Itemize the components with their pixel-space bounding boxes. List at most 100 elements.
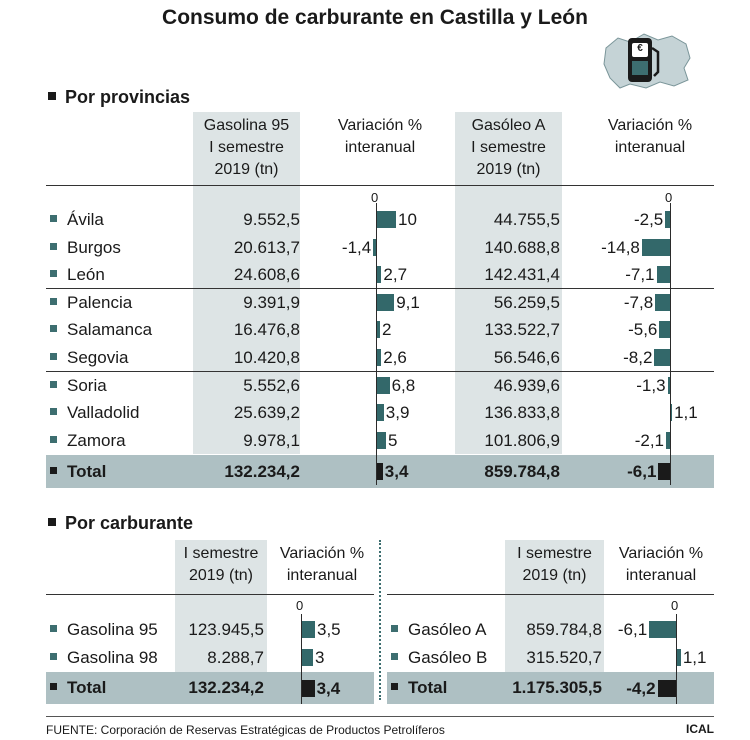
gasolina-total-label: 3,4 (384, 462, 409, 482)
gasoleo-total-bar (658, 463, 670, 481)
province-label: Palencia (50, 289, 132, 316)
gasoleo-variation-label: 1,1 (674, 403, 698, 423)
zero-label-gasoleo-2: 0 (671, 598, 679, 613)
bullet-icon (50, 625, 57, 632)
total-row: Total 132.234,2 859.784,8 3,4 -6,1 (46, 455, 714, 489)
zero-label-gasoleo: 0 (665, 190, 673, 205)
header-variacion-gasoleo-2: Variación % interanual (618, 545, 704, 584)
gasolina-variation-bar (376, 349, 382, 366)
gasoleo-row: Gasóleo A 859.784,8 -6,1 (387, 616, 714, 643)
total-text: Total (67, 462, 107, 482)
gasoleo-value: 315.520,7 (526, 648, 602, 667)
province-name: Ávila (67, 210, 104, 229)
gasolina-value: 8.288,7 (207, 648, 264, 667)
bullet-icon (50, 215, 57, 222)
gasolina-total: 132.234,2 (224, 462, 300, 482)
gasoleo-value: 136.833,8 (484, 403, 560, 423)
gasolina-variation-label: 6,8 (391, 375, 416, 395)
bullet-icon (50, 353, 57, 360)
gasoleo-variation-label: -5,6 (628, 320, 658, 340)
province-label: Valladolid (50, 399, 139, 426)
province-label: Zamora (50, 427, 126, 454)
gasoleo-value: 56.546,6 (493, 348, 560, 367)
gasoleo-total-label: -6,1 (627, 462, 657, 482)
province-name: Zamora (67, 430, 126, 450)
gasolina-value: 9.978,1 (243, 430, 300, 450)
gasoleo-variation-bar (654, 349, 670, 366)
gasoleo-variation-label: -8,2 (623, 348, 653, 367)
province-label: Segovia (50, 344, 128, 371)
gasoleo-variation-bar (676, 649, 681, 666)
gasolina-total-bars: 3,4 (46, 675, 374, 702)
table-row: Segovia 10.420,8 2,6 56.546,6 -8,2 (46, 344, 714, 371)
zero-label-gasolina: 0 (371, 190, 379, 205)
bullet-icon (50, 325, 57, 333)
section-provincias-label: Por provincias (48, 87, 190, 108)
gasoleo-axis (676, 614, 677, 704)
gasolina-value: 5.552,6 (243, 375, 300, 395)
gasoleo-total-bar-label: -4,2 (626, 679, 656, 698)
gasoleo-total-label: Total (391, 672, 447, 704)
gasoleo-variation-label: -6,1 (617, 620, 648, 639)
gasoleo-total-text: Total (408, 678, 448, 697)
bullet-icon (50, 467, 57, 475)
gasoleo-value: 101.806,9 (484, 430, 560, 450)
gasoleo-variation-label: -7,1 (625, 265, 655, 285)
gasolina-name: Gasolina 98 (67, 648, 158, 667)
gasoleo-total-row: Total 1.175.305,5 -4,2 (387, 672, 714, 704)
table-row: Salamanca 16.476,8 2 133.522,7 -5,6 (46, 316, 714, 343)
gasoleo-total: 859.784,8 (484, 462, 560, 482)
gasolina-variation-label: 2,6 (383, 348, 407, 367)
gasoleo-variation-label: -7,8 (623, 292, 654, 312)
gasolina-variation-bar (301, 621, 315, 638)
gasoleo-variation-label: -14,8 (601, 237, 640, 257)
gasolina-axis (301, 614, 302, 704)
gasolina-variation-bar (376, 404, 384, 422)
gasolina-total-bar (376, 463, 383, 481)
gasolina-column-shade (193, 112, 300, 454)
gasoleo-variation-bar (656, 266, 670, 284)
gasoleo-variation-bar (667, 376, 670, 394)
gasoleo-name: Gasóleo B (408, 648, 488, 667)
gasoleo-value: 142.431,4 (484, 265, 560, 285)
gasolina-value: 123.945,5 (188, 620, 264, 639)
bullet-icon (50, 297, 57, 305)
gasolina-value: 9.552,5 (243, 210, 300, 229)
gasoleo-value: 859.784,8 (526, 620, 602, 639)
gasolina-variation-bar (376, 431, 386, 449)
bullet-icon (391, 653, 398, 660)
province-name: Segovia (67, 348, 129, 367)
gasoleo-column-shade (455, 112, 562, 454)
gasolina-total-label: Total (50, 672, 106, 704)
gasolina-variation-label: 3 (315, 648, 325, 667)
gasoleo-value: 44.755,5 (493, 210, 560, 229)
dotted-divider (379, 540, 381, 700)
header-variacion-gasoleo: Variación % interanual (607, 117, 693, 156)
table-row: Zamora 9.978,1 5 101.806,9 -2,1 (46, 427, 714, 454)
province-label: Salamanca (50, 316, 152, 343)
bullet-icon (50, 242, 57, 250)
gasoleo-variation-bar (670, 404, 673, 422)
table-row: Palencia 9.391,9 9,1 56.259,5 -7,8 (46, 289, 714, 316)
gasoleo-row: Gasóleo B 315.520,7 1,1 (387, 644, 714, 671)
gasolina-label: Gasolina 98 (50, 644, 158, 671)
table-row: Valladolid 25.639,2 3,9 136.833,8 1,1 (46, 399, 714, 426)
separator-line (46, 371, 714, 372)
gasolina-value: 10.420,8 (233, 348, 300, 367)
province-label: León (50, 261, 105, 288)
section-carburante-label: Por carburante (48, 513, 193, 534)
chart-title: Consumo de carburante en Castilla y León (162, 6, 588, 29)
gasolina-total-bar (301, 680, 315, 697)
gasoleo-variation-label: -2,1 (634, 430, 665, 450)
bullet-icon (50, 683, 57, 690)
header-variacion-gasolina: Variación % interanual (337, 117, 423, 156)
zero-label-gasolina-2: 0 (296, 598, 304, 613)
gasoleo-value: 46.939,6 (493, 375, 560, 395)
euro-symbol: € (637, 43, 643, 54)
gasolina-total-row: Total 132.234,2 3,4 (46, 672, 374, 704)
gasolina-value: 25.639,2 (233, 403, 300, 423)
gasolina-value: 20.613,7 (233, 237, 300, 257)
source-note: FUENTE: Corporación de Reservas Estratég… (46, 723, 445, 737)
separator-line (46, 185, 714, 186)
gasolina-value: 9.391,9 (243, 292, 300, 312)
